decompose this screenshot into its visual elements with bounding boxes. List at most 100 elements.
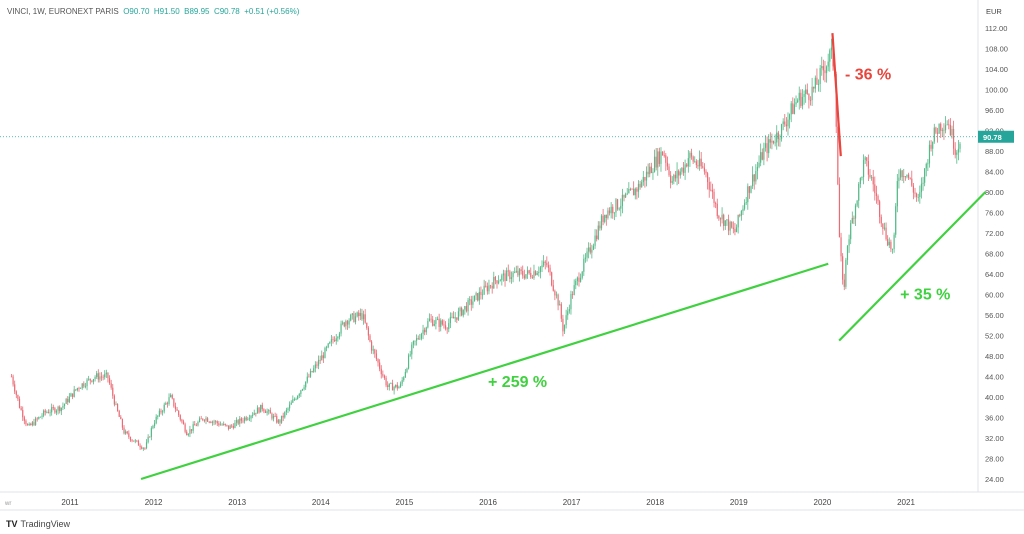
candle-body [57, 406, 59, 411]
candle-body [729, 221, 731, 231]
candle-body [843, 279, 845, 287]
candle-body [399, 383, 402, 387]
candle-body [23, 417, 25, 421]
candle-body [914, 192, 916, 194]
candle-body [407, 355, 410, 369]
candle-body [534, 271, 537, 276]
candle-body [543, 261, 545, 266]
candle-body [600, 215, 603, 229]
candle-body [538, 272, 540, 274]
candle-body [959, 143, 961, 149]
candle-body [88, 378, 90, 380]
candle-body [687, 158, 689, 167]
candle-body [393, 386, 395, 391]
candle-body [301, 389, 304, 391]
candle-body [824, 70, 826, 74]
candle-body [409, 354, 411, 356]
candle-body [769, 139, 771, 143]
candle-body [332, 339, 334, 341]
candle-body [671, 181, 673, 183]
candle-body [615, 199, 617, 213]
candle-body [780, 124, 783, 139]
candle-body [343, 322, 345, 327]
y-tick-label: 44.00 [985, 373, 1004, 382]
candle-body [419, 338, 421, 340]
candle-body [292, 399, 294, 403]
x-tick-label: 2017 [563, 498, 581, 507]
y-tick-label: 24.00 [985, 475, 1004, 484]
candle-body [911, 178, 913, 186]
candle-body [822, 66, 824, 71]
candle-body [661, 151, 664, 156]
candle-body [649, 166, 651, 175]
candle-body [457, 311, 460, 320]
candle-body [28, 423, 30, 426]
candle-body [337, 337, 339, 339]
candle-body [280, 415, 283, 423]
candle-body [51, 407, 53, 413]
candle-body [752, 174, 754, 187]
candle-body [462, 309, 464, 316]
candle-body [694, 161, 696, 163]
candle-body [787, 119, 789, 127]
candle-body [49, 412, 51, 414]
candle-body [893, 234, 895, 250]
candle-body [160, 410, 162, 413]
candle-body [732, 227, 734, 229]
candle-body [179, 415, 181, 420]
candle-body [202, 418, 204, 421]
candle-body [261, 404, 263, 410]
candle-body [575, 280, 577, 286]
candle-body [922, 182, 924, 184]
candle-body [809, 99, 812, 101]
candle-body [110, 383, 112, 388]
candle-body [604, 214, 606, 222]
candle-body [430, 318, 432, 320]
candle-body [240, 418, 242, 421]
candle-body [187, 434, 189, 436]
candle-body [547, 265, 550, 268]
candle-body [637, 183, 640, 192]
y-tick-label: 52.00 [985, 332, 1004, 341]
candle-body [501, 275, 503, 281]
candle-body [75, 389, 77, 391]
candle-body [885, 227, 887, 240]
candle-body [264, 411, 267, 413]
y-tick-label: 56.00 [985, 311, 1004, 320]
x-tick-label: 2013 [228, 498, 246, 507]
candle-body [904, 176, 906, 178]
candle-body [213, 421, 215, 423]
candle-body [874, 184, 876, 194]
candle-body [703, 167, 705, 172]
candle-body [821, 66, 823, 69]
change-value: +0.51 (+0.56%) [244, 7, 300, 16]
candle-body [314, 364, 316, 369]
y-tick-label: 36.00 [985, 414, 1004, 423]
candle-body [375, 353, 378, 360]
candle-body [485, 285, 487, 287]
candle-body [666, 162, 669, 167]
open-value: O90.70 [123, 7, 150, 16]
candle-body [448, 323, 450, 330]
candle-body [401, 380, 403, 384]
candle-body [195, 425, 197, 427]
y-tick-label: 112.00 [985, 24, 1007, 33]
candle-body [345, 321, 347, 327]
candle-body [735, 227, 738, 233]
candle-body [338, 333, 341, 338]
candle-body [96, 373, 98, 377]
candles [10, 38, 961, 451]
candle-body [895, 206, 897, 235]
candle-body [771, 140, 773, 143]
candle-body [726, 219, 728, 221]
tradingview-brand[interactable]: TV TradingView [6, 519, 70, 529]
candle-body [142, 447, 144, 449]
candle-body [89, 378, 91, 381]
candle-body [652, 171, 654, 174]
candle-body [414, 340, 416, 342]
candle-body [433, 323, 435, 326]
candle-body [100, 376, 103, 378]
candle-body [63, 403, 66, 406]
candle-body [518, 269, 521, 276]
